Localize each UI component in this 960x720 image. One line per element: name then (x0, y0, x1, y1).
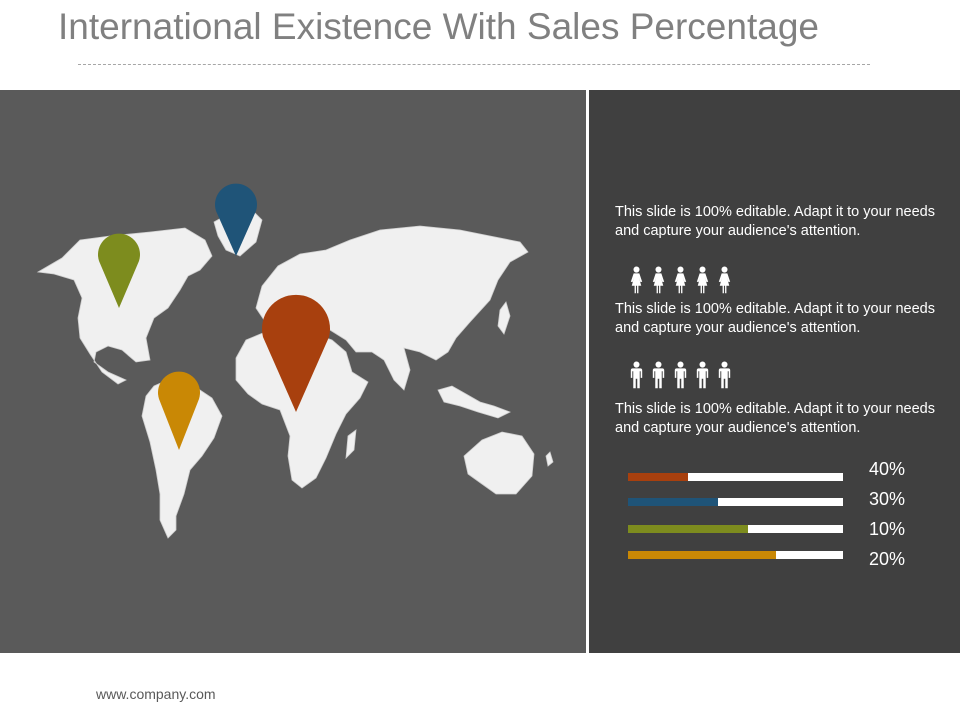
female-person-icon (696, 266, 709, 294)
sales-percent-label-1: 40% (869, 459, 906, 479)
female-person-icon (652, 266, 665, 294)
sales-bar-2 (628, 498, 843, 506)
male-person-icon (696, 361, 709, 389)
sales-bar-4 (628, 551, 843, 559)
slide-title: International Existence With Sales Perce… (58, 6, 819, 47)
sales-percent-label-4: 20% (869, 549, 906, 569)
pin-greenland-icon (215, 183, 257, 256)
world-map (36, 183, 554, 539)
description-text-1: This slide is 100% editable. Adapt it to… (615, 204, 935, 239)
australia-shape (463, 431, 535, 495)
japan-shape (497, 301, 511, 335)
female-person-icon (674, 266, 687, 294)
panel-divider (586, 90, 589, 653)
male-person-icon (652, 361, 665, 389)
new-zealand-shape (545, 451, 554, 467)
sales-bar-fill-1 (628, 473, 689, 481)
female-person-icon (630, 266, 643, 294)
world-map-panel (0, 90, 586, 653)
pin-north-america-icon (98, 233, 140, 308)
southeast-asia-islands-shape (437, 385, 511, 419)
sales-bar-1 (628, 473, 843, 481)
sales-bar-fill-3 (628, 525, 749, 533)
male-person-icon (630, 361, 643, 389)
north-america-shape (36, 227, 213, 385)
description-text-3: This slide is 100% editable. Adapt it to… (615, 401, 935, 436)
info-panel: This slide is 100% editable. Adapt it to… (589, 90, 960, 653)
female-person-icon (718, 266, 731, 294)
description-text-2: This slide is 100% editable. Adapt it to… (615, 301, 935, 336)
male-people-row (627, 360, 734, 390)
madagascar-shape (345, 429, 357, 460)
sales-bar-3 (628, 525, 843, 533)
sales-bar-fill-2 (628, 498, 719, 506)
sales-bar-fill-4 (628, 551, 777, 559)
sales-percent-label-2: 30% (869, 489, 906, 509)
footer-url: www.company.com (96, 686, 216, 702)
pin-africa-icon (262, 294, 330, 412)
title-divider (78, 64, 870, 65)
sales-percent-label-3: 10% (869, 519, 906, 539)
male-person-icon (674, 361, 687, 389)
female-people-row (627, 265, 734, 295)
pin-south-america-icon (158, 371, 201, 450)
male-person-icon (718, 361, 731, 389)
south-america-shape (141, 377, 223, 539)
